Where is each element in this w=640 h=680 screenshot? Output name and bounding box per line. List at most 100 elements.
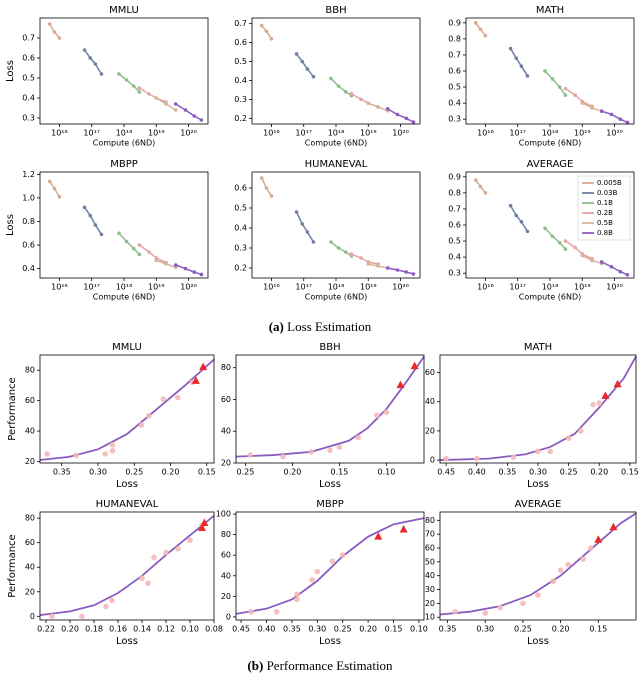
y-tick-label: 0.8 [448,188,461,197]
point [103,603,109,610]
y-tick-label: 60 [25,396,35,405]
x-tick-label: 0.15 [385,625,403,634]
point [314,568,321,575]
point [82,48,87,52]
y-tick-label: 0.4 [234,224,247,233]
point [535,592,541,598]
y-tick-label: 0.6 [22,54,35,63]
x-tick-label: 10¹⁹ [148,129,165,138]
y-tick-label: 20 [221,592,231,601]
point [117,72,121,76]
point [625,272,630,277]
y-tick-label: 50 [425,557,435,566]
predicted-point [410,361,419,370]
y-tick-label: 0.4 [234,76,247,85]
y-tick-label: 60 [221,395,231,404]
point [473,21,478,25]
x-tick-label: 0.40 [258,625,276,634]
y-tick-label: 0 [226,612,231,621]
fit-line [175,264,202,276]
legend-label: 0.8B [597,229,613,237]
point [259,23,264,28]
x-tick-label: 10¹⁹ [148,283,165,292]
plot-frame [39,511,215,621]
point [590,401,596,408]
x-tick-label: 0.35 [283,625,301,634]
fit-line [387,267,414,275]
point [82,205,87,210]
x-tick-label: 0.25 [125,468,143,477]
y-tick-label: 0.7 [448,50,461,59]
x-tick-label: 0.10 [410,625,428,634]
point [109,441,116,448]
caption: (a) Loss Estimation [269,319,372,334]
point [173,263,178,267]
predicted-point [396,380,405,389]
point [563,239,568,243]
point [183,266,188,271]
fit-line [39,514,215,616]
point [47,22,52,26]
y-tick-label: 30 [425,585,435,594]
y-tick-label: 40 [221,427,231,436]
point [269,194,274,198]
x-tick-label: 10¹⁹ [360,283,377,292]
point [57,36,62,40]
y-tick-label: 0.3 [22,114,35,123]
fit-line [235,517,425,615]
fit-line [83,206,103,235]
point [154,96,159,100]
point [117,231,121,236]
point [305,230,310,234]
point [550,77,555,81]
point [404,270,409,274]
plot-frame [39,17,209,125]
point [578,428,584,434]
fit-line [118,73,140,93]
x-tick-label: 0.30 [476,625,494,634]
point [57,194,62,199]
point [160,396,167,402]
predicted-point [601,391,610,399]
point [508,46,513,51]
chart-title: MBPP [316,499,344,510]
point [349,252,354,256]
caption-text: Loss Estimation [287,319,372,334]
point [580,556,587,562]
point [294,591,300,598]
point [543,69,547,73]
chart-title: BBH [325,5,346,16]
y-tick-label: 0 [30,612,35,621]
y-tick-label: 0.4 [448,253,461,262]
plot-frame [235,354,425,464]
point [543,226,547,231]
y-tick-label: 0.5 [22,74,35,83]
plot-frame [465,171,635,279]
x-tick-label: 10²⁰ [392,129,409,138]
point [395,268,400,272]
y-tick-label: 20 [221,459,231,468]
point [109,597,115,604]
point [131,246,136,251]
point [300,222,305,226]
y-tick-label: 0.7 [22,34,35,43]
x-tick-label: 10¹⁷ [83,129,100,138]
predicted-point [374,532,383,540]
fit-line [235,356,425,458]
y-tick-label: 10 [425,613,435,622]
chart-title: AVERAGE [515,499,562,510]
y-tick-label: 40 [425,397,435,406]
point [355,434,362,441]
point [573,245,577,250]
point [294,596,300,603]
x-tick-label: 0.30 [89,468,107,477]
point [52,186,57,191]
y-tick-label: 0.5 [234,204,247,213]
x-tick-label: 10¹⁶ [263,283,280,292]
point [124,239,129,244]
point [131,84,136,88]
plot-frame [439,354,637,464]
y-tick-label: 0.4 [22,264,35,273]
point [618,117,623,121]
